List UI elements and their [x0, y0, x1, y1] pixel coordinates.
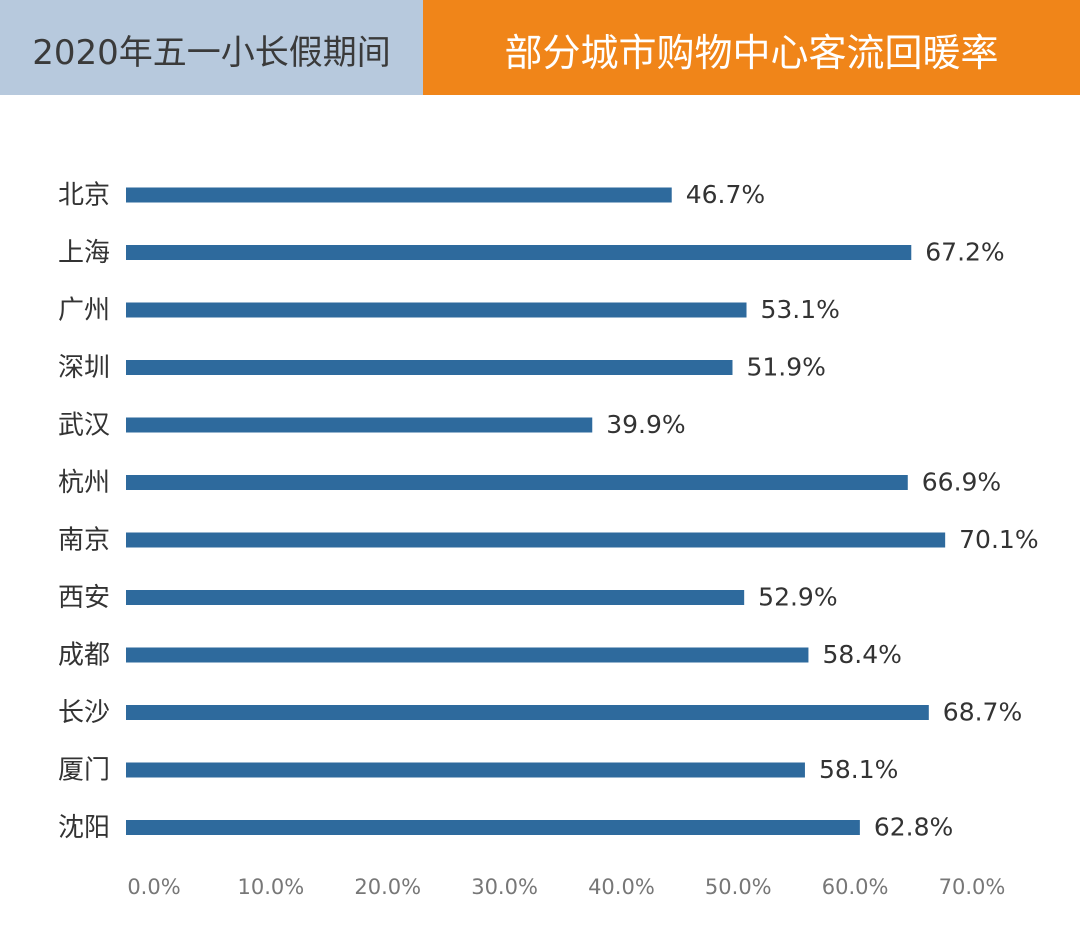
- bar: [126, 360, 733, 375]
- bar: [126, 187, 672, 203]
- category-label: 深圳: [58, 353, 110, 383]
- category-label: 广州: [58, 296, 110, 326]
- category-label: 沈阳: [58, 813, 110, 843]
- bar: [126, 532, 946, 548]
- value-label: 70.1%: [959, 525, 1038, 554]
- value-label: 52.9%: [758, 583, 837, 612]
- category-label: 北京: [58, 181, 110, 211]
- x-tick-label: 50.0%: [705, 875, 772, 899]
- value-label: 66.9%: [922, 468, 1001, 497]
- category-label: 长沙: [58, 698, 110, 728]
- bar: [126, 762, 805, 778]
- x-tick-label: 60.0%: [822, 875, 889, 899]
- value-label: 39.9%: [606, 410, 685, 439]
- category-label: 上海: [58, 238, 110, 268]
- bar: [126, 647, 809, 663]
- bar: [126, 590, 745, 605]
- value-label: 62.8%: [874, 813, 953, 842]
- category-label: 厦门: [58, 756, 110, 786]
- category-label: 成都: [58, 641, 110, 671]
- x-tick-label: 20.0%: [354, 875, 421, 899]
- x-tick-label: 30.0%: [471, 875, 538, 899]
- x-tick-label: 10.0%: [237, 875, 304, 899]
- header-right-title: 部分城市购物中心客流回暖率: [423, 0, 1080, 95]
- category-label: 杭州: [58, 468, 110, 498]
- bar: [126, 705, 929, 720]
- bar: [126, 475, 908, 490]
- value-label: 51.9%: [746, 353, 825, 382]
- bar: [126, 245, 912, 260]
- bar: [126, 302, 747, 318]
- chart-header: 2020年五一小长假期间 部分城市购物中心客流回暖率: [0, 0, 1080, 95]
- value-label: 53.1%: [761, 295, 840, 324]
- x-tick-label: 0.0%: [127, 875, 180, 899]
- value-label: 68.7%: [943, 698, 1022, 727]
- bar: [126, 417, 593, 433]
- value-label: 67.2%: [925, 238, 1004, 267]
- value-label: 58.4%: [822, 640, 901, 669]
- category-label: 西安: [58, 583, 110, 613]
- header-left-title: 2020年五一小长假期间: [0, 0, 423, 95]
- category-label: 武汉: [58, 411, 110, 441]
- x-tick-label: 70.0%: [939, 875, 1006, 899]
- x-tick-label: 40.0%: [588, 875, 655, 899]
- category-label: 南京: [58, 526, 110, 556]
- value-label: 58.1%: [819, 755, 898, 784]
- bar: [126, 820, 860, 835]
- value-label: 46.7%: [686, 180, 765, 209]
